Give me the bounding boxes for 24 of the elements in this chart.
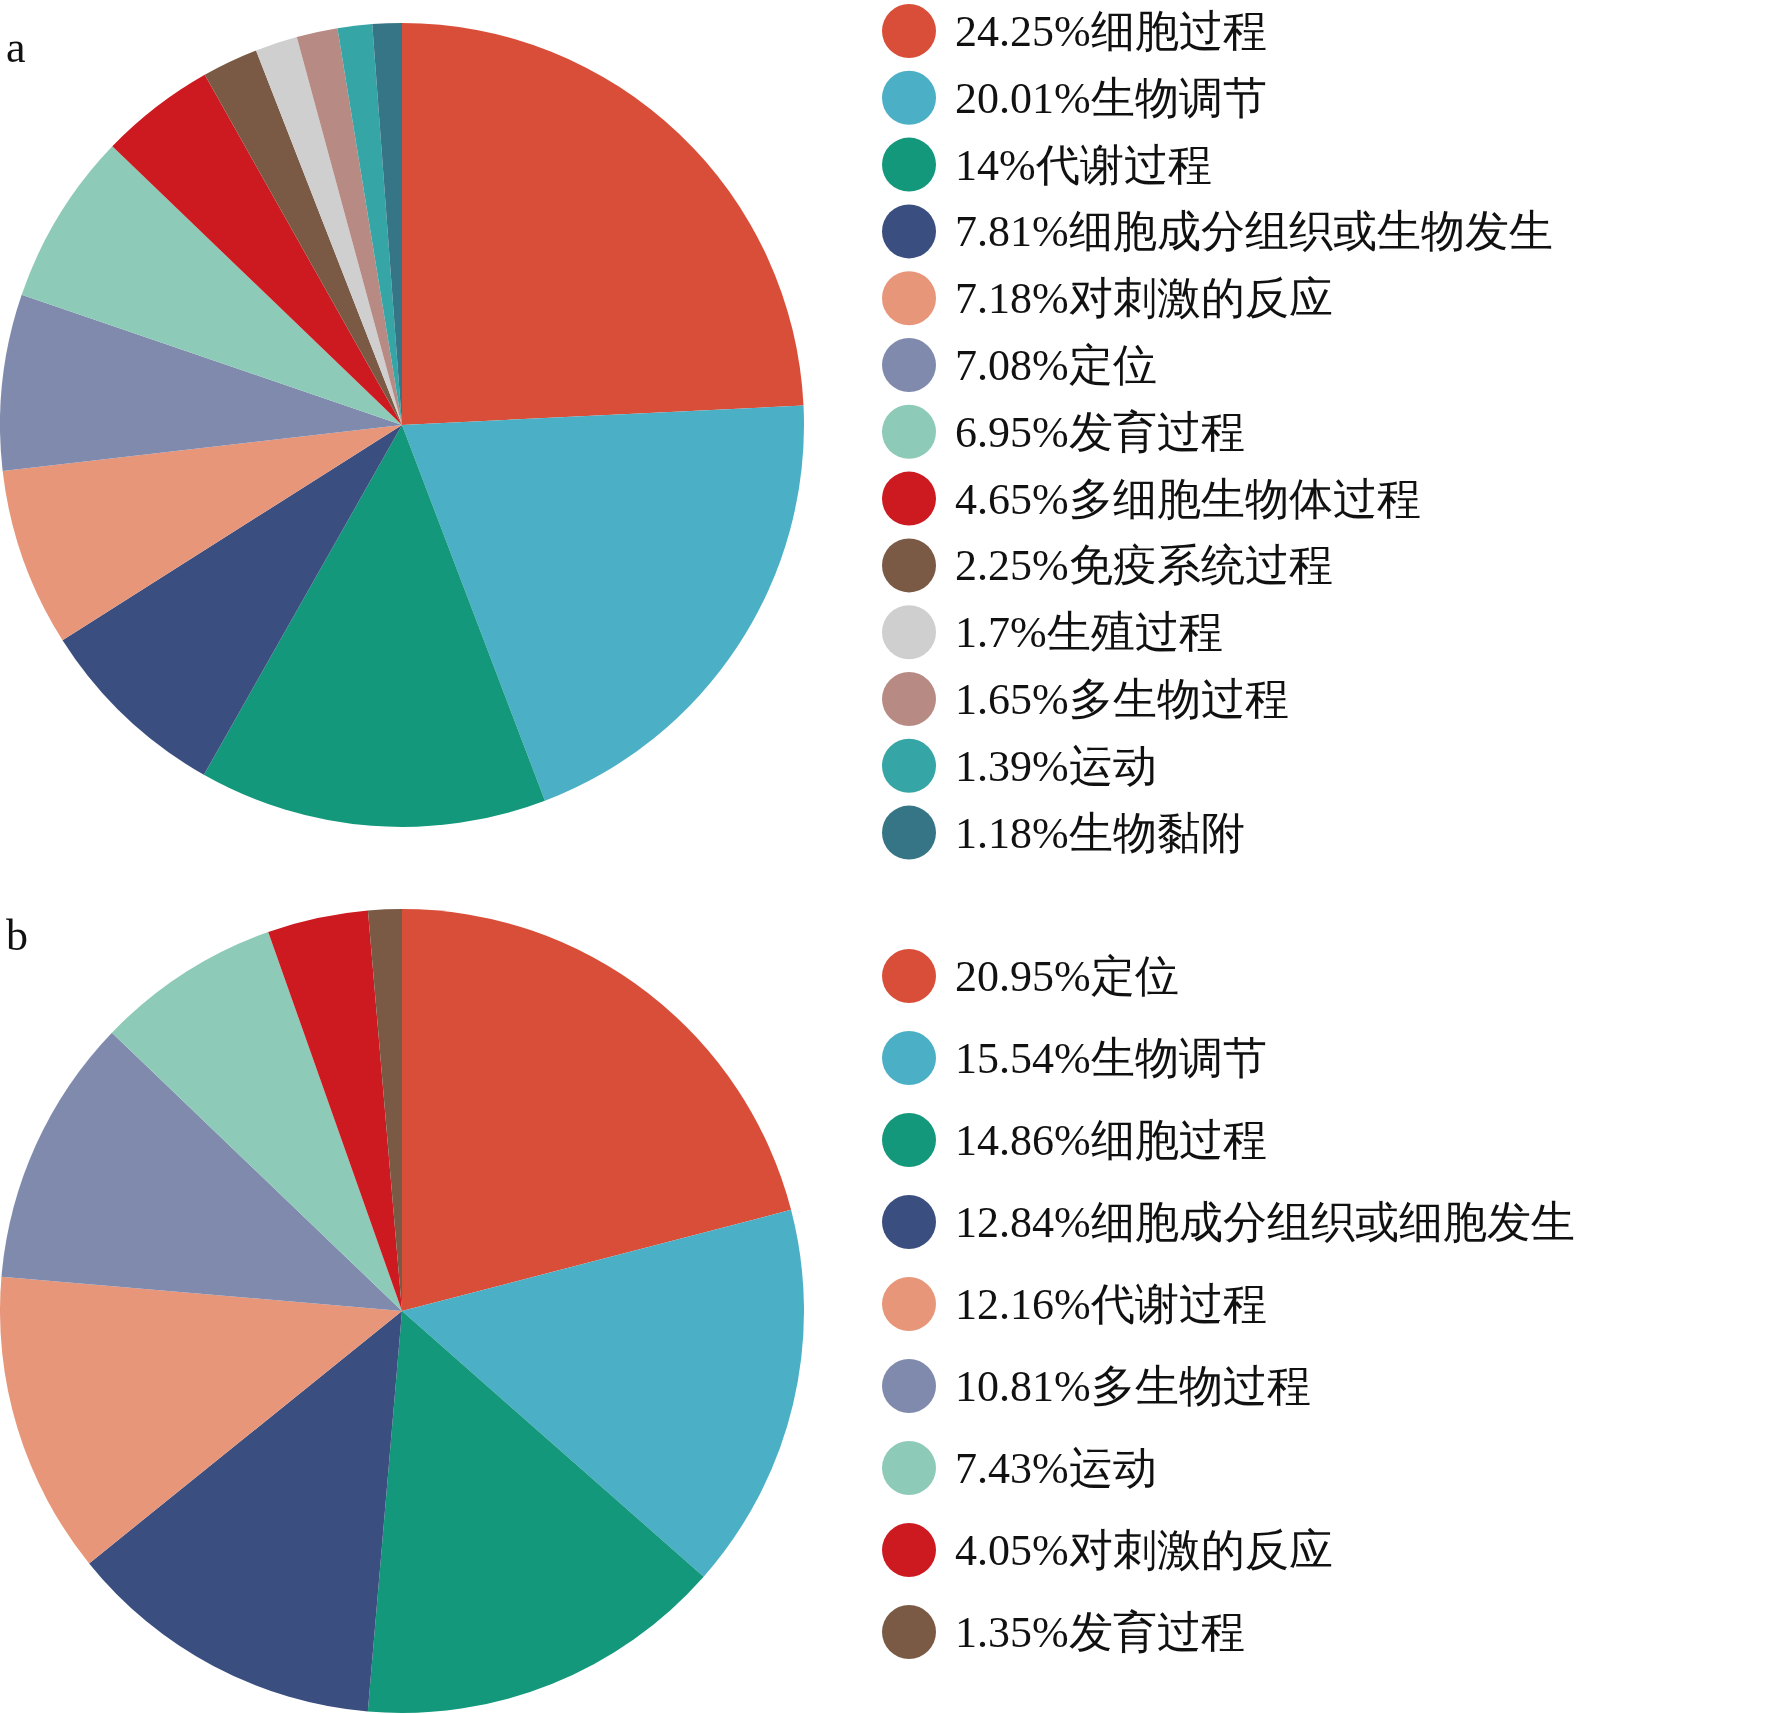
legend-label: 1.65%多生物过程: [955, 675, 1289, 724]
legend-label: 7.43%运动: [955, 1444, 1157, 1493]
legend-label: 20.01%生物调节: [955, 73, 1267, 123]
legend-label: 14.86%细胞过程: [955, 1116, 1267, 1165]
chart-title: a: [6, 23, 26, 72]
legend-label: 12.16%代谢过程: [955, 1280, 1267, 1329]
legend-label: 1.35%发育过程: [955, 1608, 1245, 1657]
chart-title: b: [6, 911, 28, 960]
legend-label: 1.18%生物黏附: [955, 808, 1245, 858]
legend-label: 1.7%生殖过程: [955, 608, 1223, 658]
legend-label: 6.95%发育过程: [955, 407, 1245, 457]
legend-label: 4.65%多细胞生物体过程: [955, 474, 1421, 524]
legend-label: 24.25%细胞过程: [955, 7, 1267, 56]
legend-label: 2.25%免疫系统过程: [955, 541, 1333, 591]
legend-label: 20.95%定位: [955, 952, 1179, 1001]
legend-label: 12.84%细胞成分组织或细胞发生: [955, 1198, 1575, 1247]
legend-label: 7.81%细胞成分组织或生物发生: [955, 207, 1553, 257]
legend-label: 14%代谢过程: [955, 140, 1212, 190]
legend-label: 15.54%生物调节: [955, 1034, 1267, 1083]
legend-label: 4.05%对刺激的反应: [955, 1526, 1333, 1575]
legend-label: 7.08%定位: [955, 341, 1157, 390]
legend-label: 7.18%对刺激的反应: [955, 274, 1333, 324]
legend-label: 10.81%多生物过程: [955, 1362, 1311, 1411]
legend-label: 1.39%运动: [955, 741, 1157, 791]
